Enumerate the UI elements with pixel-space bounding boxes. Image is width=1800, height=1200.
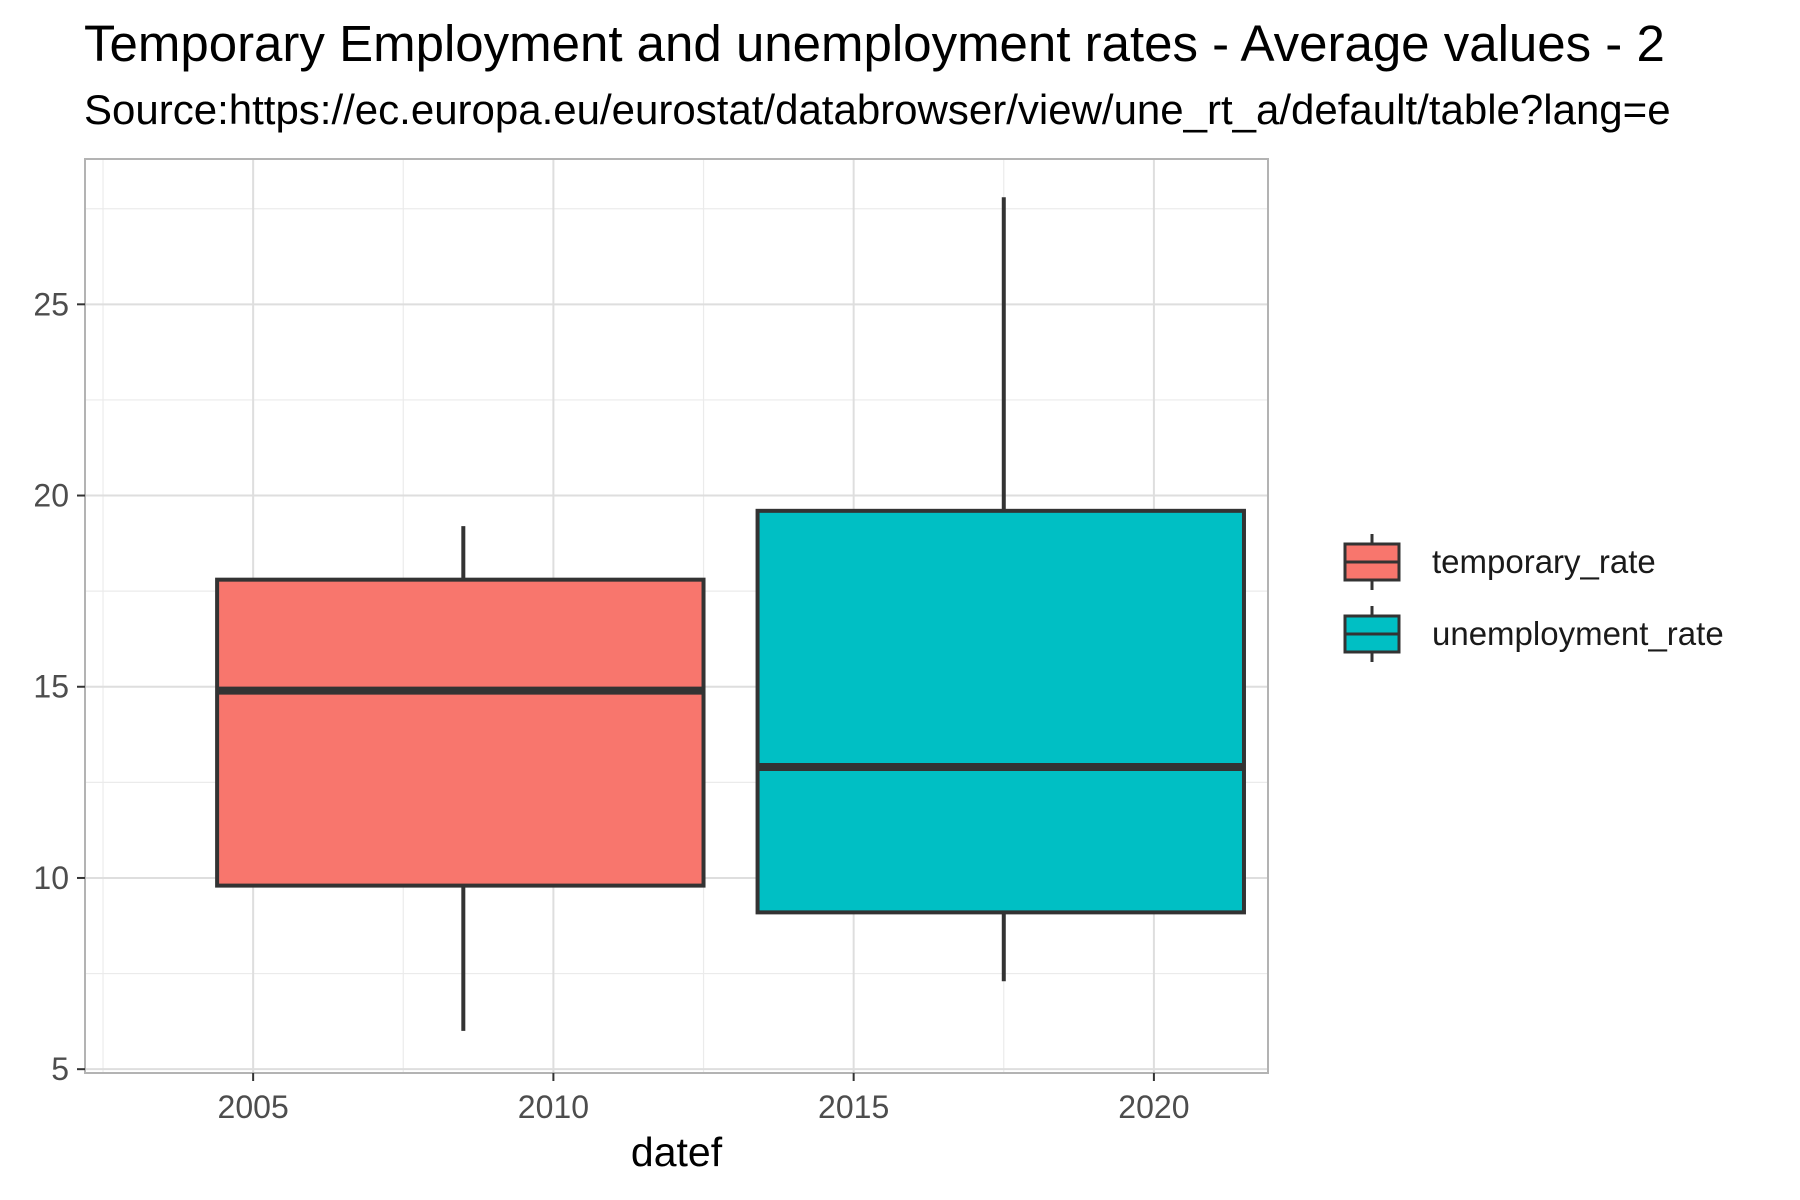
y-tick-label: 10: [33, 860, 69, 896]
y-tick-label: 5: [51, 1051, 69, 1087]
box-temporary_rate: [215, 526, 706, 1031]
y-tick-label: 25: [33, 286, 69, 322]
plot-border: [84, 158, 1269, 1074]
y-tick-label: 20: [33, 478, 69, 514]
chart-title: Temporary Employment and unemployment ra…: [84, 15, 1665, 72]
box-unemployment_rate: [755, 197, 1246, 982]
x-axis-title: datef: [631, 1129, 723, 1175]
legend-label-unemployment_rate: unemployment_rate: [1432, 615, 1724, 652]
legend-item-unemployment_rate: unemployment_rate: [1343, 606, 1724, 662]
legend-item-temporary_rate: temporary_rate: [1343, 534, 1656, 590]
boxes: [215, 197, 1246, 1031]
x-tick-label: 2015: [818, 1089, 889, 1125]
box-body-temporary_rate: [215, 577, 706, 888]
chart-subtitle: Source:https://ec.europa.eu/eurostat/dat…: [84, 86, 1671, 133]
x-tick-label: 2020: [1118, 1089, 1189, 1125]
legend: temporary_rate unemployment_rate: [1343, 534, 1724, 662]
axes: 2005 2010 2015 2020 5 10 15 20 25: [33, 286, 1189, 1125]
y-tick-label: 15: [33, 669, 69, 705]
x-tick-label: 2010: [518, 1089, 589, 1125]
x-tick-label: 2005: [218, 1089, 289, 1125]
legend-label-temporary_rate: temporary_rate: [1432, 543, 1656, 580]
box-body-unemployment_rate: [755, 508, 1246, 915]
